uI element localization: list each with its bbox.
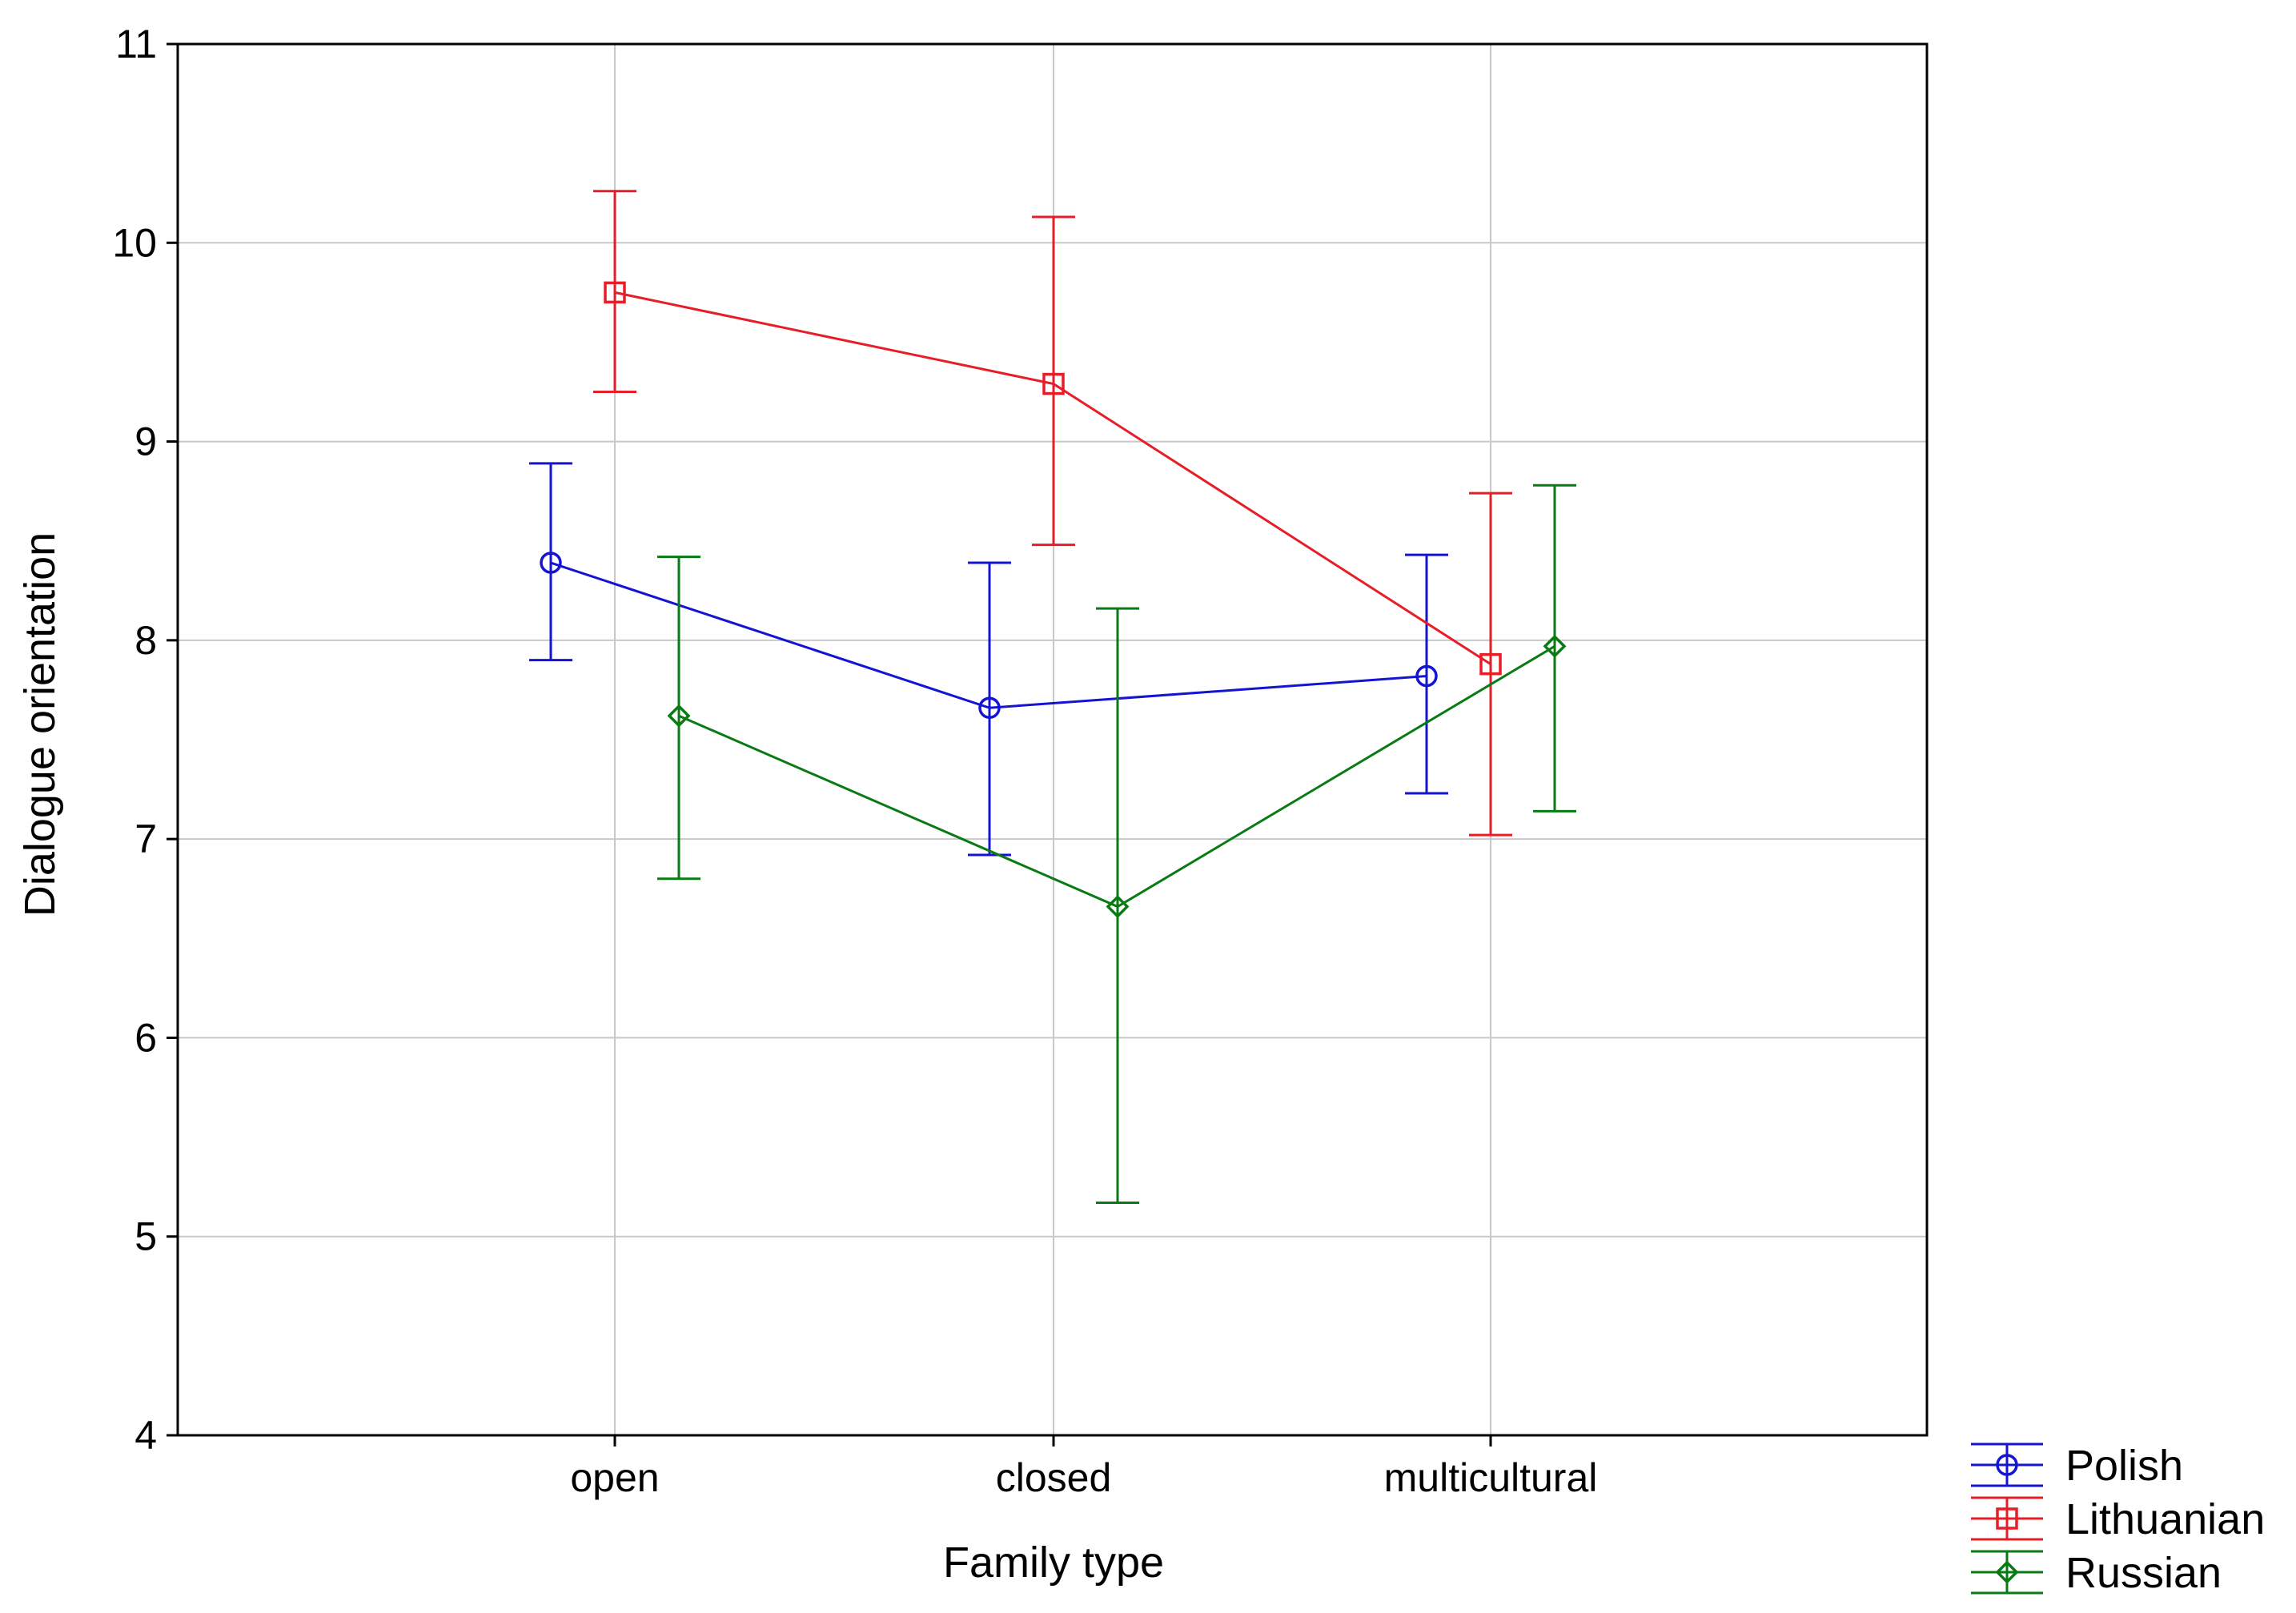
y-tick-label: 7 <box>134 817 157 861</box>
legend-item-russian: Russian <box>1971 1549 2222 1597</box>
data-point <box>978 696 1001 720</box>
data-point <box>1479 652 1502 676</box>
error-bar <box>1032 215 1075 547</box>
x-axis-ticks: open closed multicultural <box>570 1435 1597 1500</box>
data-point <box>1106 895 1130 919</box>
y-tick-label: 10 <box>112 220 157 265</box>
data-point <box>667 704 691 728</box>
legend: Polish Lithuanian Russian <box>1971 1442 2265 1597</box>
y-tick-label: 8 <box>134 618 157 663</box>
data-point <box>1415 664 1438 688</box>
y-tick-label: 9 <box>134 419 157 464</box>
error-bar <box>968 561 1011 857</box>
error-bar <box>1405 553 1448 795</box>
y-tick-label: 5 <box>134 1214 157 1259</box>
legend-label: Polish <box>2065 1442 2183 1490</box>
x-tick-label: closed <box>996 1455 1112 1500</box>
series-russian <box>657 483 1576 1205</box>
x-axis-title: Family type <box>943 1539 1164 1587</box>
y-tick-label: 4 <box>134 1413 157 1458</box>
series <box>529 190 1576 1205</box>
data-point <box>1543 634 1567 658</box>
data-point <box>540 552 562 574</box>
legend-item-polish: Polish <box>1971 1442 2183 1490</box>
y-tick-label: 6 <box>134 1015 157 1060</box>
legend-marker <box>1996 1454 2018 1476</box>
legend-item-lithuanian: Lithuanian <box>1971 1495 2265 1543</box>
y-axis-ticks: 4 5 6 7 8 9 10 11 <box>112 22 178 1458</box>
data-point <box>1042 372 1065 395</box>
error-bar <box>1469 492 1512 837</box>
data-point <box>604 281 626 304</box>
y-axis-title: Dialogue orientation <box>16 532 64 917</box>
error-bar <box>1096 607 1139 1205</box>
x-tick-label: multicultural <box>1384 1455 1598 1500</box>
x-tick-label: open <box>570 1455 659 1500</box>
legend-label: Russian <box>2065 1549 2222 1597</box>
series-polish <box>529 462 1448 857</box>
error-bar <box>1533 483 1576 813</box>
legend-marker <box>1996 1507 2018 1530</box>
error-bar <box>529 462 572 662</box>
error-bar <box>657 556 700 881</box>
legend-label: Lithuanian <box>2065 1495 2265 1543</box>
legend-marker <box>1995 1560 2019 1584</box>
series-lithuanian <box>593 190 1512 837</box>
y-tick-label: 11 <box>115 22 157 66</box>
error-bar <box>593 190 636 393</box>
